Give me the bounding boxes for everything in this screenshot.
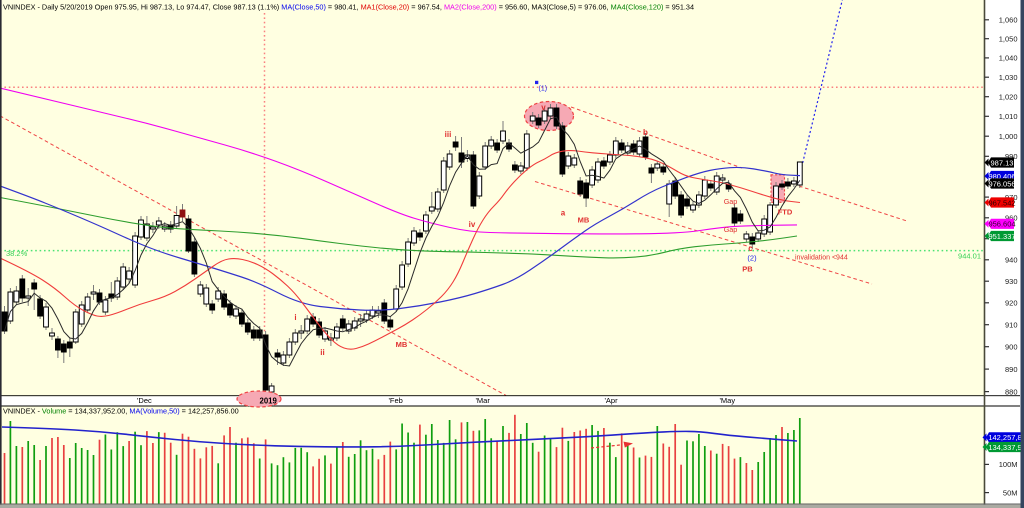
svg-text:930: 930 xyxy=(1005,277,1018,286)
svg-text:Gap: Gap xyxy=(724,197,738,206)
svg-text:'Feb: 'Feb xyxy=(389,396,403,405)
svg-text:VNINDEX - Daily 5/20/2019 Open: VNINDEX - Daily 5/20/2019 Open 975.95, H… xyxy=(3,3,694,12)
svg-text:50M: 50M xyxy=(1003,488,1018,497)
svg-text:990: 990 xyxy=(1005,152,1018,161)
svg-text:MB: MB xyxy=(396,340,408,349)
svg-text:1,010: 1,010 xyxy=(999,112,1018,121)
svg-text:142,257,8: 142,257,8 xyxy=(988,433,1021,442)
svg-text:iv: iv xyxy=(469,220,476,229)
svg-text:iii: iii xyxy=(445,130,452,139)
svg-text:880: 880 xyxy=(1005,387,1018,396)
svg-text:b: b xyxy=(643,128,648,137)
svg-text:(1): (1) xyxy=(539,86,548,93)
svg-text:134,337,9: 134,337,9 xyxy=(988,443,1021,452)
svg-text:1,040: 1,040 xyxy=(999,54,1018,63)
svg-text:944.01: 944.01 xyxy=(958,252,981,261)
svg-text:956.604: 956.604 xyxy=(988,220,1015,229)
svg-text:2019: 2019 xyxy=(260,396,278,405)
svg-text:1,060: 1,060 xyxy=(999,16,1018,25)
svg-text:980.406: 980.406 xyxy=(988,172,1015,181)
svg-text:1,020: 1,020 xyxy=(999,92,1018,101)
svg-text:invalidation <944: invalidation <944 xyxy=(795,255,848,262)
svg-text:'May: 'May xyxy=(720,396,736,405)
svg-text:976.056: 976.056 xyxy=(988,179,1015,188)
svg-text:a: a xyxy=(561,209,566,218)
svg-text:890: 890 xyxy=(1005,365,1018,374)
svg-text:970: 970 xyxy=(1005,193,1018,202)
svg-text:920: 920 xyxy=(1005,299,1018,308)
svg-text:i: i xyxy=(294,313,296,322)
svg-text:c: c xyxy=(748,244,753,253)
svg-text:MB: MB xyxy=(578,216,590,225)
svg-text:PB: PB xyxy=(742,265,753,274)
svg-text:VNINDEX - Volume = 134,337,952: VNINDEX - Volume = 134,337,952.00, MA(Vo… xyxy=(3,406,239,415)
svg-text:951.337: 951.337 xyxy=(988,232,1015,241)
svg-text:940: 940 xyxy=(1005,256,1018,265)
svg-text:1,000: 1,000 xyxy=(999,132,1018,141)
svg-text:Gap: Gap xyxy=(724,225,738,234)
svg-text:FTD: FTD xyxy=(778,208,793,217)
svg-text:900: 900 xyxy=(1005,343,1018,352)
svg-text:38.2%: 38.2% xyxy=(6,249,28,258)
svg-text:v: v xyxy=(541,103,546,112)
svg-text:100M: 100M xyxy=(999,460,1018,469)
svg-text:910: 910 xyxy=(1005,320,1018,329)
svg-text:960: 960 xyxy=(1005,214,1018,223)
svg-text:ii: ii xyxy=(320,348,324,357)
svg-text:967.542: 967.542 xyxy=(988,198,1015,207)
svg-text:1,050: 1,050 xyxy=(999,35,1018,44)
svg-text:987.13: 987.13 xyxy=(991,158,1014,167)
svg-text:1,030: 1,030 xyxy=(999,73,1018,82)
svg-text:(2): (2) xyxy=(747,254,757,263)
svg-text:'Apr: 'Apr xyxy=(605,396,619,405)
svg-text:'Dec: 'Dec xyxy=(137,396,152,405)
svg-text:'Mar: 'Mar xyxy=(476,396,491,405)
